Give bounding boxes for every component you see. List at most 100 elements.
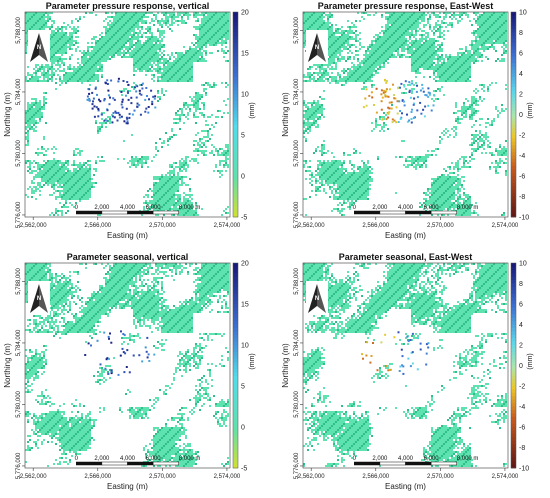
map-frame [24,11,231,218]
scatterer-layer [25,12,229,216]
colorbar-tick: 0 [519,112,523,119]
scale-bar-tick: 8,000 m [179,456,201,462]
colorbar-tick: -8 [519,445,525,452]
colorbar-tick: 15 [241,302,249,309]
map-frame [302,11,509,218]
x-tick-label: 2,562,000 [298,474,325,480]
scale-bar: 0 2,000 4,000 6,000 8,000 m [353,205,478,215]
scale-bar-tick: 4,000 [398,205,414,211]
colorbar-tick: -5 [241,215,247,222]
y-axis-label: Northing (m) [281,343,290,388]
north-label: N [315,45,319,51]
y-tick-label: 5,784,000 [294,329,300,356]
y-tick-label: 5,780,000 [16,390,22,417]
colorbar-unit: (mm) [249,102,256,118]
y-tick-label: 5,776,000 [294,452,300,479]
scatterer-layer [25,263,229,467]
north-label: N [37,45,41,51]
colorbar-tick: 10 [241,92,249,99]
scale-bar-tick: 0 [75,205,79,211]
x-tick-label: 2,574,000 [214,223,241,229]
north-arrow-icon: N [28,281,50,315]
x-tick-label: 2,562,000 [20,223,47,229]
x-tick-label: 2,574,000 [214,474,241,480]
colorbar-tick: -10 [519,466,529,473]
scale-bar-tick: 0 [353,456,357,462]
x-tick-label: 2,566,000 [84,223,111,229]
colorbar-tick: 6 [519,302,523,309]
x-tick-label: 2,570,000 [149,223,176,229]
north-arrow-icon: N [306,30,328,64]
colorbar-tick: 2 [519,343,523,350]
x-tick-label: 2,570,000 [149,474,176,480]
colorbar-unit: (mm) [527,353,534,369]
map-panel: Parameter seasonal, vertical N 0 2,000 4,000… [3,252,256,491]
y-axis-label: Northing (m) [3,92,12,137]
map-panel: Parameter seasonal, East-West N 0 2,000 4,00… [281,252,534,491]
scale-bar-tick: 6,000 [424,205,440,211]
scale-bar: 0 2,000 4,000 6,000 8,000 m [75,205,201,215]
panel-title: Parameter seasonal, East-West [339,252,472,262]
scale-bar-tick: 8,000 m [457,456,479,462]
y-tick-label: 5,776,000 [16,452,22,479]
colorbar-tick: -2 [519,133,525,140]
colorbar-tick: -5 [241,466,247,473]
scale-bar-tick: 4,000 [398,456,414,462]
y-axis-label: Northing (m) [3,343,12,388]
y-tick-label: 5,788,000 [294,16,300,43]
colorbar-tick: 0 [241,425,245,432]
scale-bar-tick: 4,000 [120,456,136,462]
scale-bar-tick: 2,000 [94,456,110,462]
y-tick-label: 5,788,000 [16,267,22,294]
y-tick-label: 5,780,000 [294,390,300,417]
y-tick-label: 5,784,000 [294,78,300,105]
north-arrow-icon: N [306,281,328,315]
colorbar-tick: 4 [519,71,523,78]
colorbar-tick: -8 [519,194,525,201]
scale-bar-tick: 2,000 [372,205,388,211]
north-arrow-icon: N [28,30,50,64]
y-tick-label: 5,780,000 [16,139,22,166]
x-axis-label: Easting (m) [385,231,426,240]
colorbar-tick: 4 [519,322,523,329]
x-tick-label: 2,574,000 [492,223,519,229]
north-label: N [315,296,319,302]
x-tick-label: 2,574,000 [492,474,519,480]
scale-bar-tick: 8,000 m [179,205,201,211]
scale-bar-tick: 0 [75,456,79,462]
colorbar-tick: 5 [241,133,245,140]
scale-bar-tick: 6,000 [146,456,162,462]
colorbar-tick: -6 [519,425,525,432]
colorbar-tick: 2 [519,92,523,99]
colorbar-tick: 15 [241,51,249,58]
x-tick-label: 2,566,000 [362,474,389,480]
y-tick-label: 5,784,000 [16,329,22,356]
colorbar-tick: 20 [241,261,249,268]
colorbar-tick: 5 [241,384,245,391]
scale-bar-tick: 2,000 [372,456,388,462]
colorbar-tick: 8 [519,281,523,288]
colorbar-unit: (mm) [249,353,256,369]
colorbar-tick: 10 [519,261,527,268]
x-axis-label: Easting (m) [107,482,148,491]
x-axis-label: Easting (m) [385,482,426,491]
colorbar-tick: -2 [519,384,525,391]
map-panel: Parameter pressure response, East-West N 0… [281,1,534,240]
colorbar-tick: -4 [519,404,525,411]
colorbar: 10 8 6 4 2 0 -2 -4 -6 -8 -10 (mm) [510,10,534,222]
deformation-hotspot [361,331,430,375]
deformation-hotspot [86,77,157,125]
y-tick-label: 5,784,000 [16,78,22,105]
y-axis-label: Northing (m) [281,92,290,137]
y-tick-label: 5,776,000 [294,201,300,228]
colorbar-tick: -4 [519,153,525,160]
scale-bar-tick: 2,000 [94,205,110,211]
y-tick-label: 5,780,000 [294,139,300,166]
x-tick-label: 2,570,000 [427,474,454,480]
y-tick-label: 5,788,000 [16,16,22,43]
colorbar: 20 15 10 5 0 -5 (mm) [232,10,256,222]
colorbar-tick: 8 [519,30,523,37]
x-tick-label: 2,562,000 [20,474,47,480]
